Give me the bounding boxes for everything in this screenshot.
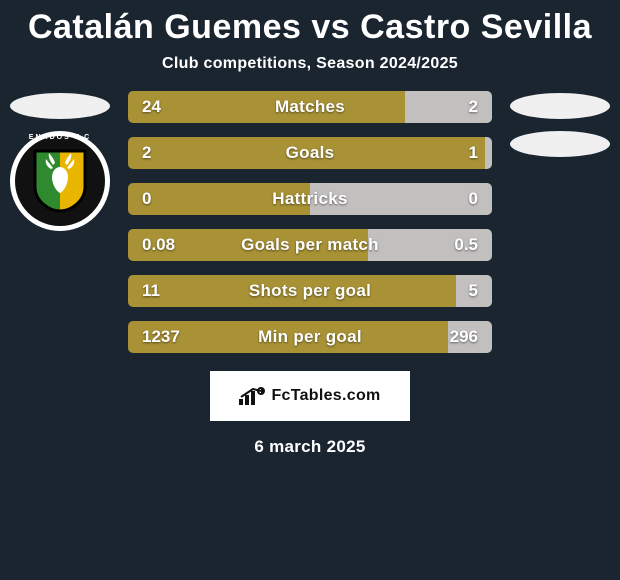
brand-text: FcTables.com	[271, 387, 380, 405]
stat-value-left: 1237	[128, 321, 194, 353]
fctables-logo-icon	[239, 387, 265, 405]
badge-ring-text: ENADOS F.C	[10, 134, 110, 141]
stat-row: 1237296Min per goal	[128, 321, 492, 353]
page-subtitle: Club competitions, Season 2024/2025	[0, 51, 620, 91]
brand-card: FcTables.com	[210, 371, 410, 421]
stat-row: 115Shots per goal	[128, 275, 492, 307]
stat-row: 21Goals	[128, 137, 492, 169]
stat-value-left: 2	[128, 137, 165, 169]
stat-bar-left	[128, 275, 456, 307]
player-photo-placeholder-left	[10, 93, 110, 119]
stat-bar-left	[128, 137, 485, 169]
stat-value-right: 0	[455, 183, 492, 215]
right-player-column	[508, 91, 612, 157]
stat-value-right: 2	[455, 91, 492, 123]
stat-row: 242Matches	[128, 91, 492, 123]
stat-row: 00Hattricks	[128, 183, 492, 215]
footer-date: 6 march 2025	[0, 421, 620, 457]
player-photo-placeholder-right	[510, 93, 610, 119]
stats-list: 242Matches21Goals00Hattricks0.080.5Goals…	[128, 91, 492, 353]
club-badge-left: ENADOS F.C	[10, 131, 110, 231]
stat-value-right: 1	[455, 137, 492, 169]
club-logo-placeholder-right	[510, 131, 610, 157]
comparison-card: Catalán Guemes vs Castro Sevilla Club co…	[0, 0, 620, 580]
stat-value-left: 0.08	[128, 229, 189, 261]
stat-value-right: 5	[455, 275, 492, 307]
shield-icon	[31, 149, 89, 213]
left-player-column: ENADOS F.C	[8, 91, 112, 231]
badge-shield	[31, 149, 89, 213]
stat-value-left: 11	[128, 275, 174, 307]
stats-body: ENADOS F.C	[0, 91, 620, 353]
stat-value-left: 0	[128, 183, 165, 215]
stat-value-right: 0.5	[440, 229, 492, 261]
page-title: Catalán Guemes vs Castro Sevilla	[0, 2, 620, 51]
stat-value-left: 24	[128, 91, 175, 123]
stat-value-right: 296	[436, 321, 492, 353]
stat-row: 0.080.5Goals per match	[128, 229, 492, 261]
